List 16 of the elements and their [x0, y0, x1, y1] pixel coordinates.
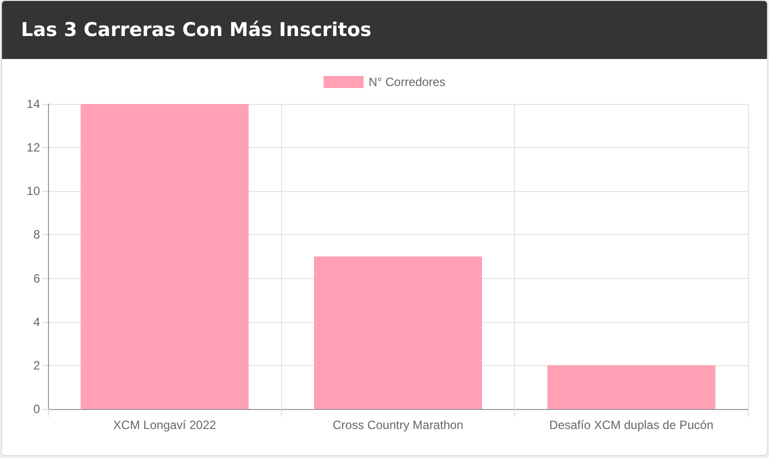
x-tick-label: Desafío XCM duplas de Pucón — [549, 418, 714, 432]
bar — [80, 104, 249, 409]
y-tick-label: 8 — [33, 228, 40, 242]
y-tick-label: 2 — [33, 358, 40, 372]
y-tick-label: 4 — [33, 314, 40, 329]
chart-title: Las 3 Carreras Con Más Inscritos — [21, 19, 372, 41]
y-tick-label: 10 — [26, 184, 40, 198]
bar — [314, 256, 482, 409]
legend-label: N° Corredores — [368, 75, 446, 89]
y-tick-label: 6 — [33, 271, 40, 286]
bar — [547, 365, 716, 409]
x-tick-label: XCM Longaví 2022 — [113, 418, 216, 432]
y-tick-label: 0 — [33, 402, 40, 416]
x-tick-label: Cross Country Marathon — [332, 418, 464, 432]
y-tick-label: 12 — [26, 140, 40, 155]
y-tick-label: 14 — [26, 97, 40, 111]
